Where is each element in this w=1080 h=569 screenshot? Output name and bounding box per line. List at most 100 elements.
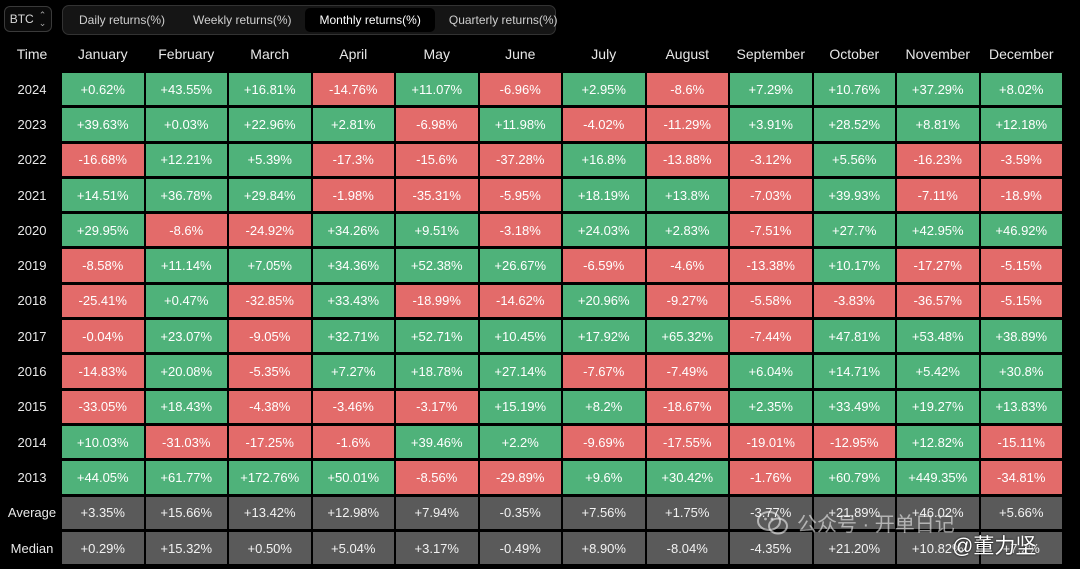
return-cell: +9.6% [563,461,645,494]
return-cell: -9.69% [563,425,645,459]
row-label-year: 2019 [17,258,47,274]
return-cell: -14.76% [312,73,394,106]
return-cell: +39.93% [813,178,895,212]
stat-cell: -8.04% [646,531,728,565]
return-cell: -7.49% [646,355,728,388]
column-header: November [905,46,971,62]
return-cell: +33.49% [813,390,895,423]
row-label-stat: Average [7,505,57,521]
return-cell: -5.15% [980,249,1062,282]
return-cell: +8.2% [563,390,645,423]
column-header: July [591,46,617,62]
row-label-year: 2022 [17,152,47,168]
return-cell: +28.52% [813,108,895,141]
return-cell: -7.03% [730,178,812,212]
tab-quarterly-returns[interactable]: Quarterly returns(%) [448,13,558,27]
return-cell: -6.59% [563,249,645,282]
stat-cell: +7.94% [396,496,478,529]
column-header: June [505,46,536,62]
column-header: January [77,46,128,62]
return-cell: -8.6% [646,73,728,106]
return-cell: +19.27% [897,390,979,423]
return-cell: -25.41% [62,284,144,318]
return-cell: +5.56% [813,143,895,176]
return-cell: -32.85% [229,284,311,318]
return-cell: -16.23% [897,143,979,176]
return-cell: -12.95% [813,425,895,459]
return-cell: -17.3% [312,143,394,176]
return-cell: +11.07% [396,73,478,106]
row-label-year: 2023 [17,116,47,132]
return-cell: +34.26% [312,214,394,247]
return-cell: -6.96% [479,73,561,106]
return-cell: +32.71% [312,320,394,353]
return-cell: +53.48% [897,320,979,353]
return-cell: -18.99% [396,284,478,318]
return-cell: +61.77% [145,461,227,494]
stat-cell: +0.29% [62,531,144,565]
row-label-stat: Median [10,540,54,556]
tab-monthly-returns[interactable]: Monthly returns(%) [305,8,435,32]
return-cell: -24.92% [229,214,311,247]
return-cell: +5.42% [897,355,979,388]
return-cell: +18.19% [563,178,645,212]
column-header: September [736,46,805,62]
return-cell: +38.89% [980,320,1062,353]
return-cell: +26.67% [479,249,561,282]
return-cell: -7.44% [730,320,812,353]
return-cell: +7.27% [312,355,394,388]
asset-selector[interactable]: BTC ⌃ ⌄ [4,6,52,32]
stat-cell: +0.50% [229,531,311,565]
return-cell: +27.14% [479,355,561,388]
return-cell: -17.25% [229,425,311,459]
column-header: August [665,46,710,62]
tab-daily-returns[interactable]: Daily returns(%) [79,13,166,27]
return-cell: -17.27% [897,249,979,282]
return-cell: -15.6% [396,143,478,176]
return-cell: -13.38% [730,249,812,282]
return-cell: +16.8% [563,143,645,176]
return-cell: +39.46% [396,425,478,459]
return-cell: +0.47% [145,284,227,318]
stat-cell: +5.66% [980,496,1062,529]
return-cell: -3.17% [396,390,478,423]
return-cell: -3.12% [730,143,812,176]
return-cell: +11.98% [479,108,561,141]
row-label-year: 2013 [17,469,47,485]
stat-cell: -0.49% [479,531,561,565]
return-cell: +5.39% [229,143,311,176]
return-cell: -18.9% [980,178,1062,212]
return-cell: +8.81% [897,108,979,141]
return-cell: +20.08% [145,355,227,388]
return-cell: +43.55% [145,73,227,106]
return-cell: +2.35% [730,390,812,423]
return-cell: +14.51% [62,178,144,212]
return-cell: -34.81% [980,461,1062,494]
return-cell: +7.29% [730,73,812,106]
stat-cell: +21.20% [813,531,895,565]
return-cell: +13.83% [980,390,1062,423]
stat-cell: +13.42% [229,496,311,529]
return-cell: +29.95% [62,214,144,247]
return-cell: -14.83% [62,355,144,388]
return-cell: -1.76% [730,461,812,494]
column-header: October [829,46,880,62]
return-cell: -5.95% [479,178,561,212]
stat-cell: +1.75% [646,496,728,529]
tab-weekly-returns[interactable]: Weekly returns(%) [193,13,292,27]
return-cell: +172.76% [229,461,311,494]
return-cell: +42.95% [897,214,979,247]
return-cell: +47.81% [813,320,895,353]
return-cell: +15.19% [479,390,561,423]
stat-cell: +3.17% [396,531,478,565]
return-cell: +2.81% [312,108,394,141]
row-label-year: 2017 [17,328,47,344]
column-header: December [988,46,1054,62]
row-label-year: 2021 [17,187,47,203]
column-header: April [339,46,368,62]
column-header: February [158,46,215,62]
return-cell: -15.11% [980,425,1062,459]
return-cell: +12.21% [145,143,227,176]
stat-cell: -3.77% [730,496,812,529]
return-cell: +6.04% [730,355,812,388]
